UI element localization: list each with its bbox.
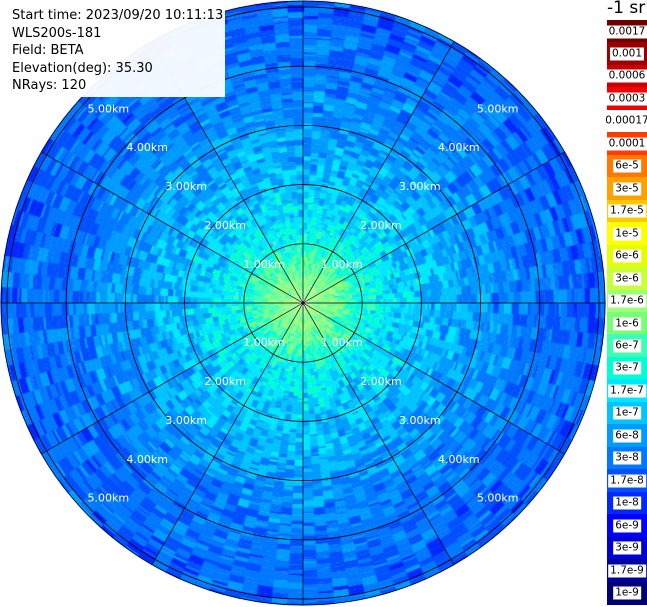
- range-ring-label: 1.00km: [321, 336, 363, 349]
- colorbar-cell: 3e-8: [607, 446, 647, 470]
- ppi-plot: 1.00km 1.00km 1.00km 1.00km 2.00km 2.00km 2.00…: [0, 0, 606, 607]
- colorbar-tick-label: 1e-6: [613, 317, 641, 331]
- colorbar-cell: 6e-7: [607, 334, 647, 358]
- range-ring-label: 4.00km: [438, 453, 480, 466]
- range-ring-label: 1.00km: [321, 258, 363, 271]
- colorbar-cell: 0.0006: [606, 64, 647, 88]
- colorbar-cell: 1e-5: [607, 222, 647, 246]
- azimuth-spoke: [302, 302, 565, 455]
- azimuth-spoke: [302, 151, 565, 304]
- colorbar-tick-label: 6e-7: [613, 339, 641, 353]
- azimuth-spoke: [41, 151, 304, 304]
- colorbar-cell: 1.7e-5: [607, 199, 647, 223]
- colorbar-tick-label: 1e-9: [613, 586, 641, 600]
- colorbar-cell: 1e-9: [607, 581, 647, 605]
- colorbar-cell: 1e-6: [607, 312, 647, 336]
- colorbar-tick-label: 6e-6: [613, 249, 641, 263]
- colorbar-tick-label: 1.7e-9: [608, 564, 646, 578]
- colorbar-tick-label: 3e-5: [613, 182, 641, 196]
- range-ring-label: 5.00km: [477, 102, 519, 115]
- range-ring-label: 4.00km: [126, 453, 168, 466]
- range-ring-label: 2.00km: [204, 219, 246, 232]
- range-ring-label: 3.00km: [165, 414, 207, 427]
- colorbar-cell: 0.00017: [603, 109, 647, 133]
- colorbar-tick-label: 6e-8: [613, 429, 641, 443]
- colorbar-tick-label: 1.7e-6: [608, 294, 646, 308]
- azimuth-spoke: [151, 302, 304, 565]
- colorbar-tick-label: 0.001: [609, 47, 645, 61]
- colorbar-cell: 1.7e-7: [607, 379, 647, 403]
- nrays-text: NRays: 120: [12, 78, 87, 93]
- range-ring-label: 3.00km: [165, 180, 207, 193]
- colorbar-tick-label: 0.0017: [606, 25, 647, 39]
- range-ring-label: 3.00km: [399, 180, 441, 193]
- start-time-text: Start time: 2023/09/20 10:11:13: [12, 8, 224, 23]
- colorbar-tick-label: 0.0001: [606, 137, 647, 151]
- colorbar-cell: 0.0001: [606, 132, 647, 156]
- colorbar-cell: 6e-9: [607, 514, 647, 538]
- colorbar-tick-label: 0.0003: [606, 92, 647, 106]
- colorbar-cell: 1e-7: [607, 401, 647, 425]
- colorbar-tick-label: 1e-7: [613, 406, 641, 420]
- colorbar-tick-label: 3e-9: [613, 541, 641, 555]
- colorbar-cell: 0.0003: [606, 87, 647, 111]
- range-ring-label: 1.00km: [243, 258, 285, 271]
- colorbar-tick-label: 1e-8: [613, 496, 641, 510]
- colorbar-tick-label: 3e-7: [613, 361, 641, 375]
- colorbar: 0.0017 0.001 0.0006 0.0003 0.00017 0.0001 6e-5…: [603, 20, 647, 605]
- range-ring-label: 4.00km: [438, 141, 480, 154]
- azimuth-spoke: [302, 302, 455, 565]
- range-ring: [6, 6, 600, 600]
- colorbar-tick-label: 3e-6: [613, 272, 641, 286]
- colorbar-cell: 1e-8: [607, 491, 647, 515]
- range-ring-label: 4.00km: [126, 141, 168, 154]
- range-ring: [124, 124, 482, 482]
- colorbar-tick-label: 1.7e-7: [608, 384, 646, 398]
- colorbar-cell: 6e-8: [607, 424, 647, 448]
- range-ring-label: 2.00km: [204, 375, 246, 388]
- colorbar-cell: 3e-9: [607, 536, 647, 560]
- colorbar-cell: 1.7e-6: [607, 289, 647, 313]
- colorbar-tick-label: 6e-9: [613, 519, 641, 533]
- colorbar-tick-label: 0.00017: [603, 114, 647, 128]
- range-ring: [243, 243, 363, 363]
- colorbar-cell: 0.0017: [606, 20, 647, 44]
- range-ring: [65, 65, 541, 541]
- colorbar-cell: 6e-6: [607, 244, 647, 268]
- colorbar-cell: 6e-5: [607, 154, 647, 178]
- colorbar-tick-label: 1.7e-5: [608, 204, 646, 218]
- info-panel: Start time: 2023/09/20 10:11:13 WLS200s-…: [12, 6, 226, 97]
- range-ring: [184, 184, 422, 422]
- field-text: Field: BETA: [12, 43, 84, 58]
- range-ring-label: 3.00km: [399, 414, 441, 427]
- colorbar-tick-label: 0.0006: [606, 69, 647, 83]
- range-ring-label: 5.00km: [477, 492, 519, 505]
- colorbar-cell: 1.7e-8: [607, 469, 647, 493]
- range-ring-label: 5.00km: [88, 102, 130, 115]
- range-ring-label: 5.00km: [88, 492, 130, 505]
- colorbar-tick-label: 3e-8: [613, 451, 641, 465]
- range-ring-label: 1.00km: [243, 336, 285, 349]
- colorbar-cell: 3e-7: [607, 356, 647, 380]
- colorbar-cell: 3e-5: [607, 177, 647, 201]
- colorbar-cell: 3e-6: [607, 267, 647, 291]
- colorbar-tick-label: 6e-5: [613, 159, 641, 173]
- site-name-text: WLS200s-181: [12, 25, 102, 41]
- elevation-text: Elevation(deg): 35.30: [12, 60, 153, 76]
- ppi-grid-overlay: 1.00km 1.00km 1.00km 1.00km 2.00km 2.00km 2.00…: [0, 0, 606, 606]
- colorbar-tick-label: 1.7e-8: [608, 474, 646, 488]
- range-ring-label: 2.00km: [360, 219, 402, 232]
- azimuth-spoke: [41, 302, 304, 455]
- colorbar-unit-label: -1 sr: [607, 0, 646, 18]
- colorbar-cell: 1.7e-9: [607, 559, 647, 583]
- colorbar-tick-label: 1e-5: [613, 227, 641, 241]
- colorbar-cell: 0.001: [607, 42, 647, 66]
- range-ring-label: 2.00km: [360, 375, 402, 388]
- azimuth-spoke: [302, 41, 455, 304]
